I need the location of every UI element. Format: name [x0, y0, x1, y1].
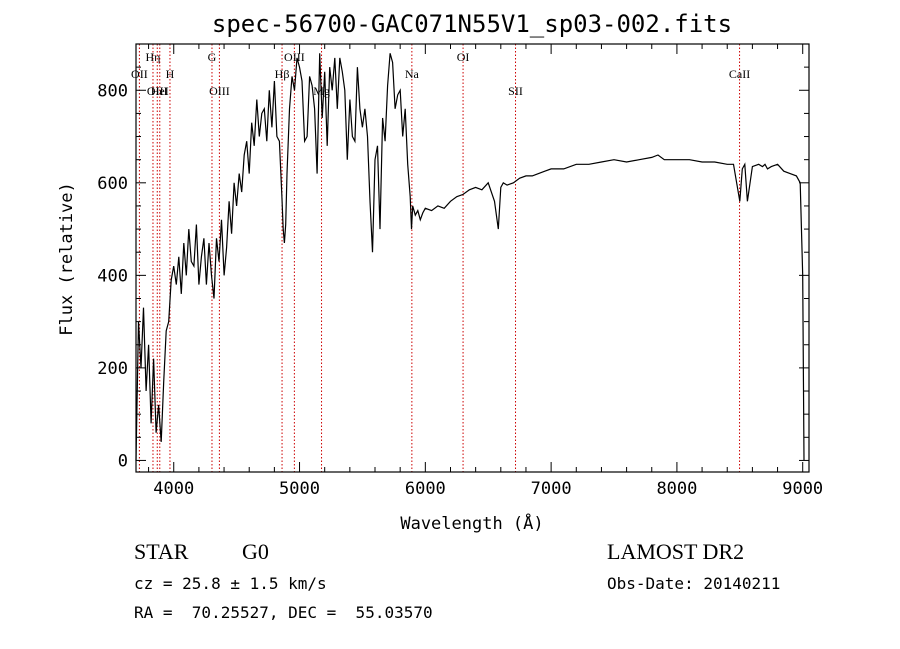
spectrum-line [135, 53, 805, 461]
line-marker-label-2: OIII [147, 84, 168, 98]
axes: 4000 5000 6000 7000 8000 9000 0 200 400 600 800 [97, 44, 823, 499]
x-axis-label: Wavelength (Å) [400, 512, 543, 534]
line-marker-label-6: OIII [209, 84, 230, 98]
x-tick-label-4: 8000 [656, 479, 697, 499]
plot-frame [135, 43, 810, 473]
y-tick-label-3: 600 [97, 174, 128, 194]
line-marker-label-7: Hβ [275, 67, 290, 81]
obs-date: Obs-Date: 20140211 [607, 574, 781, 593]
y-tick-label-2: 400 [97, 266, 128, 286]
redshift-value: cz = 25.8 ± 1.5 km/s [134, 574, 327, 593]
survey-name: LAMOST DR2 [607, 539, 745, 564]
line-marker-label-4: H [166, 67, 175, 81]
y-axis-label: Flux (relative) [57, 182, 77, 336]
object-subclass: G0 [242, 539, 269, 564]
line-marker-label-0: OII [131, 67, 148, 81]
chart-title: spec-56700-GAC071N55V1_sp03-002.fits [212, 10, 732, 38]
line-marker-label-3: HeI [151, 84, 169, 98]
x-tick-label-0: 4000 [153, 479, 194, 499]
coordinates: RA = 70.25527, DEC = 55.03570 [134, 603, 433, 622]
line-marker-label-13: CaII [729, 67, 750, 81]
line-marker-label-12: SII [508, 84, 523, 98]
object-class: STAR [134, 539, 189, 564]
y-tick-label-4: 800 [97, 81, 128, 101]
line-marker-label-8: OIII [284, 50, 305, 64]
line-marker-label-1: Hη [146, 50, 161, 64]
x-tick-label-1: 5000 [279, 479, 320, 499]
y-tick-label-1: 200 [97, 359, 128, 379]
line-marker-label-5: G [208, 50, 217, 64]
x-tick-label-5: 9000 [782, 479, 823, 499]
y-tick-label-0: 0 [118, 451, 128, 471]
line-marker-label-11: OI [457, 50, 470, 64]
x-tick-label-2: 6000 [405, 479, 446, 499]
x-tick-label-3: 7000 [531, 479, 572, 499]
line-marker-label-10: Na [405, 67, 420, 81]
